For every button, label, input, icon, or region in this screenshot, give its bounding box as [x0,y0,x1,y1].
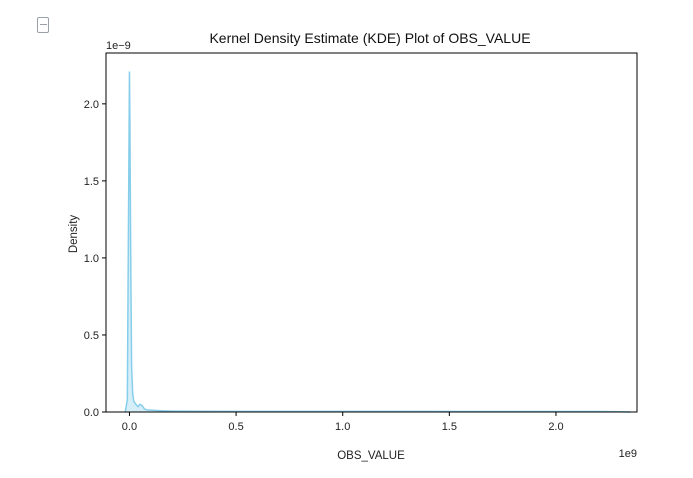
plot-area [124,71,631,413]
x-tick-label: 1.0 [335,421,350,433]
y-tick-label: 0.5 [84,330,99,342]
x-tick-label: 0.0 [122,421,137,433]
y-tick-label: 2.0 [84,99,99,111]
output-cell-icon[interactable] [37,17,49,33]
chart-title: Kernel Density Estimate (KDE) Plot of OB… [209,30,530,46]
y-tick-label: 1.5 [84,176,99,188]
x-offset-label: 1e9 [619,448,637,460]
y-tick-label: 0.0 [84,407,99,419]
x-tick-label: 1.5 [442,421,457,433]
plot-frame [105,52,638,413]
x-axis: 0.0 0.5 1.0 1.5 2.0 [122,412,564,433]
kde-area-0 [125,71,631,413]
kde-line-0 [124,71,631,413]
x-tick-label: 2.0 [548,421,563,433]
y-tick-label: 1.0 [84,253,99,265]
y-axis: 0.0 0.5 1.0 1.5 2.0 [84,99,106,419]
y-axis-title: Density [68,215,80,254]
y-offset-label: 1e−9 [106,40,131,52]
x-tick-label: 0.5 [228,421,243,433]
x-axis-title: OBS_VALUE [337,450,405,462]
